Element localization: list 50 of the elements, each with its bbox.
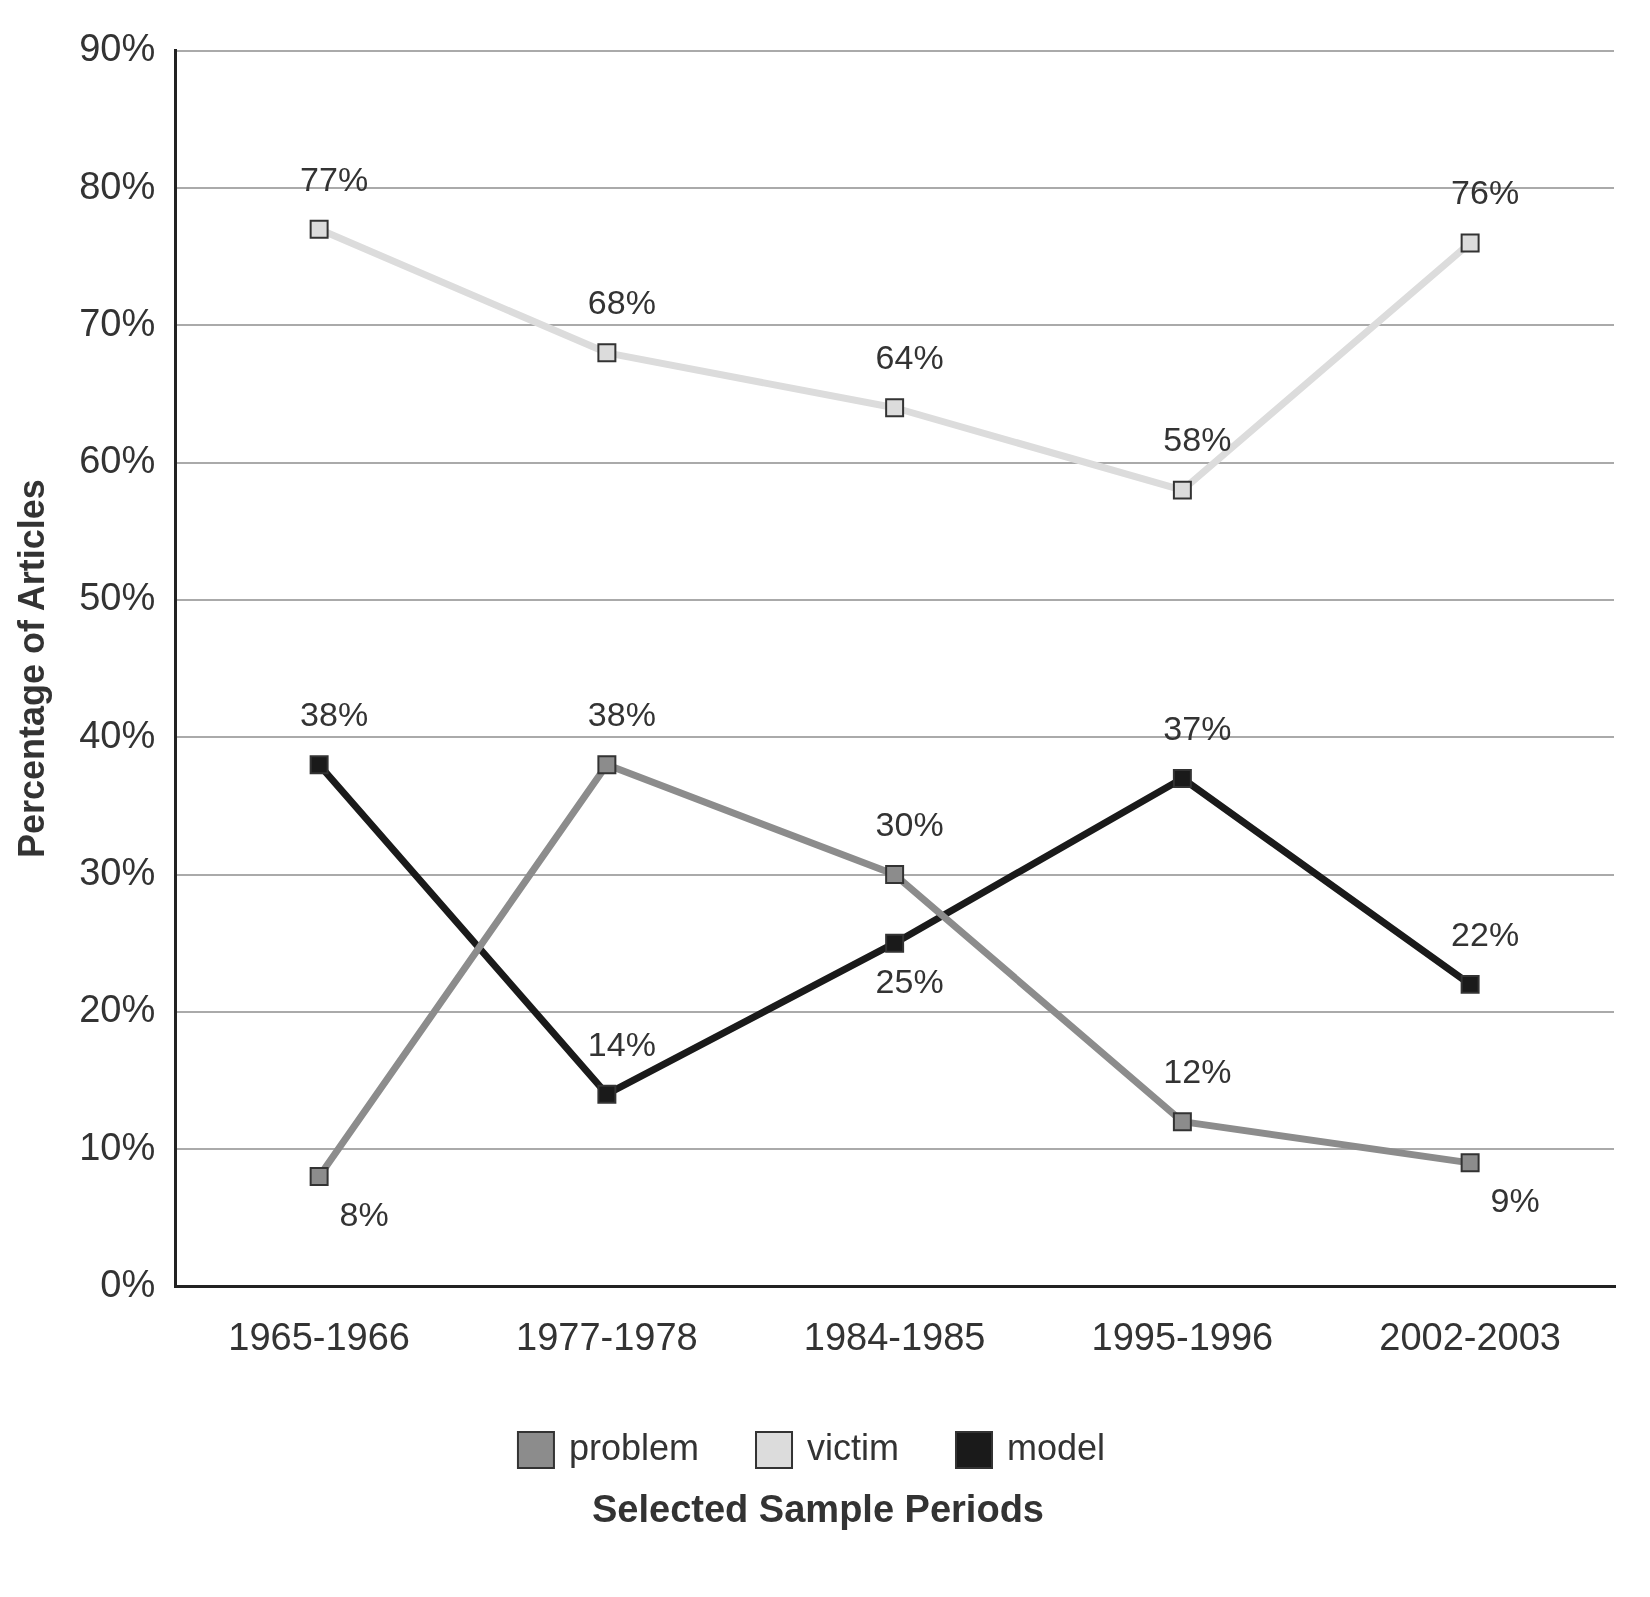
y-tick-label: 50%	[79, 576, 156, 619]
point	[597, 755, 617, 775]
x-tick-label: 1977-1978	[516, 1315, 698, 1358]
x-axis-title: Selected Sample Periods	[591, 1488, 1045, 1531]
data-label: 38%	[300, 695, 369, 734]
data-label: 77%	[300, 159, 369, 198]
point	[309, 219, 329, 239]
data-label: 9%	[1490, 1181, 1540, 1220]
point	[1172, 768, 1192, 788]
y-tick-label: 40%	[79, 713, 156, 756]
point	[885, 398, 905, 418]
legend-label: problem	[568, 1426, 700, 1468]
legend-label: model	[1007, 1426, 1106, 1468]
point	[1460, 233, 1480, 253]
data-label: 12%	[1163, 1052, 1232, 1091]
y-tick-label: 60%	[79, 439, 156, 482]
point	[1172, 1112, 1192, 1132]
point	[885, 865, 905, 885]
point	[309, 1167, 329, 1187]
x-tick-label: 2002-2003	[1379, 1315, 1561, 1358]
point	[1460, 974, 1480, 994]
y-axis-title: Percentage of Articles	[10, 479, 52, 859]
data-label: 38%	[587, 695, 656, 734]
y-tick-label: 10%	[79, 1125, 156, 1168]
y-tick-label: 0%	[100, 1262, 156, 1305]
y-tick-label: 30%	[79, 851, 156, 894]
x-tick-label: 1984-1985	[803, 1315, 986, 1358]
point	[885, 933, 905, 953]
point	[1460, 1153, 1480, 1173]
y-tick-label: 20%	[79, 988, 156, 1031]
data-label: 68%	[587, 283, 656, 322]
data-label: 58%	[1163, 420, 1232, 459]
data-label: 8%	[339, 1194, 389, 1233]
data-label: 22%	[1451, 914, 1520, 953]
x-tick-label: 1995-1996	[1091, 1315, 1274, 1358]
point	[1172, 480, 1192, 500]
data-label: 37%	[1163, 708, 1232, 747]
data-label: 64%	[875, 338, 944, 377]
point	[597, 1084, 617, 1104]
y-tick-label: 90%	[79, 27, 156, 70]
data-label: 25%	[875, 961, 944, 1000]
x-tick-label: 1965-1966	[228, 1315, 410, 1358]
data-label: 76%	[1451, 173, 1520, 212]
y-tick-label: 80%	[79, 164, 156, 207]
y-tick-label: 70%	[79, 301, 156, 344]
data-label: 30%	[875, 804, 944, 843]
legend-label: victim	[807, 1426, 900, 1468]
point	[309, 755, 329, 775]
data-label: 14%	[587, 1024, 656, 1063]
point	[597, 343, 617, 363]
